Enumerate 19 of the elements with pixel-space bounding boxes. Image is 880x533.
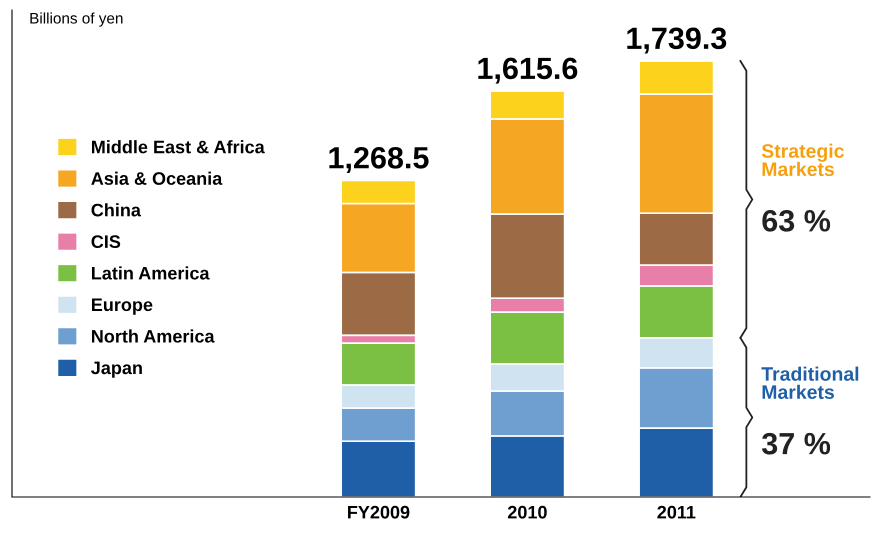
legend-label: CIS	[92, 235, 120, 248]
annotation: 1,268.5	[329, 146, 429, 174]
text: Strategic Markets	[762, 144, 844, 176]
legend-label: Latin America	[92, 266, 210, 280]
annotation: 1,739.3	[627, 27, 726, 54]
text: 63 %	[762, 210, 830, 232]
legend-label: Europe	[92, 298, 152, 315]
legend-label: North America	[92, 329, 215, 343]
annotation: 1,615.6	[478, 58, 578, 84]
x-tick-label: 2011	[657, 506, 696, 519]
text: 37 %	[762, 432, 830, 455]
legend-label: Middle East & Africa	[92, 140, 265, 154]
legend-label: Asia & Oceania	[91, 172, 222, 185]
text: Traditional Markets	[761, 366, 858, 399]
legend-label: China	[92, 203, 142, 216]
x-tick-label: FY2009	[348, 506, 410, 519]
text: Billions of yen	[30, 12, 122, 27]
legend-label: Japan	[91, 362, 142, 378]
x-tick-label: 2010	[508, 506, 547, 519]
